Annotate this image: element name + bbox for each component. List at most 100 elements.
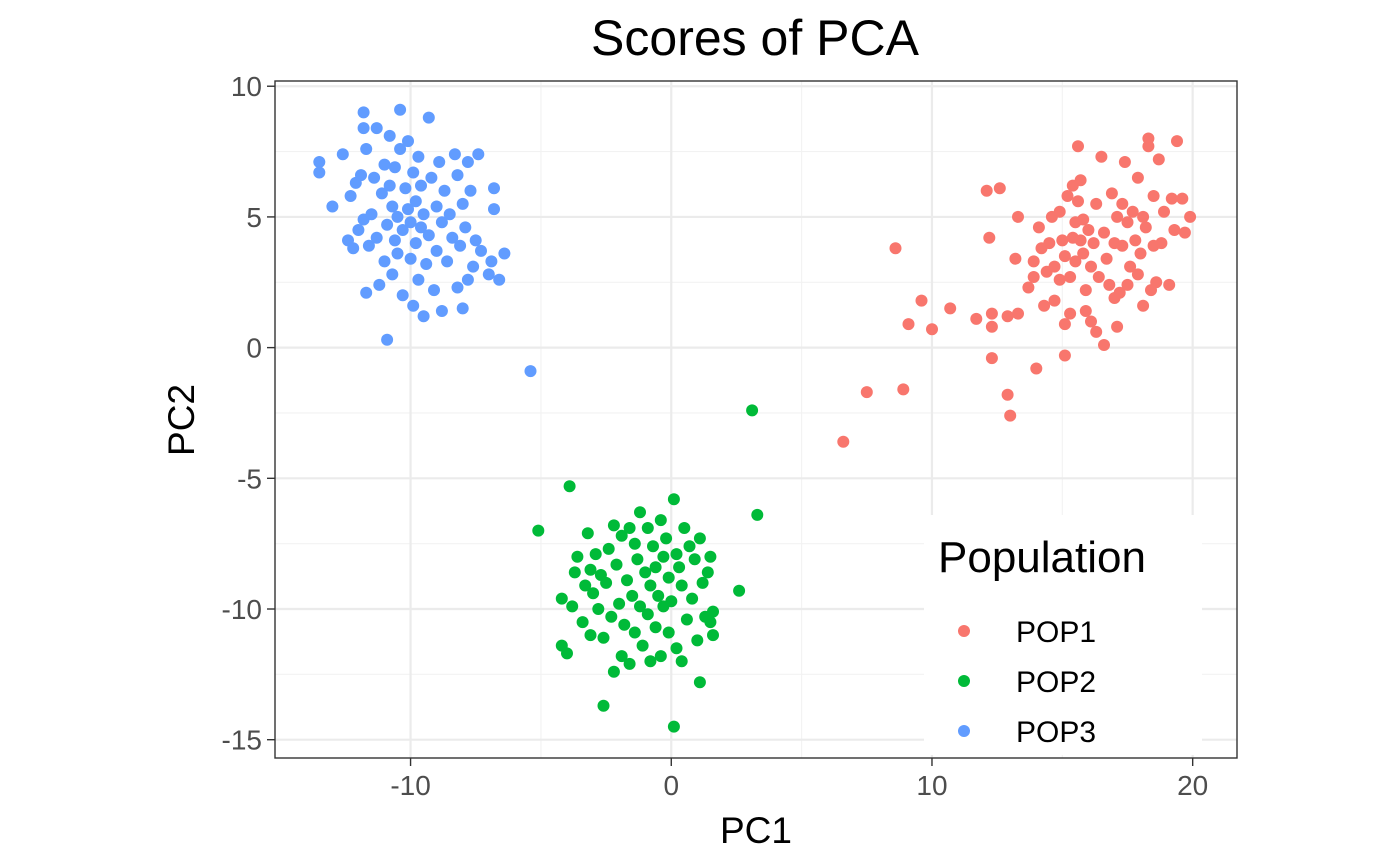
data-point-pop1 [1134,247,1147,260]
data-point-pop1 [1184,210,1197,223]
data-point-pop3 [433,156,446,168]
data-point-pop1 [1163,278,1176,291]
data-point-pop1 [1168,224,1181,236]
data-point-pop3 [412,273,425,286]
data-point-pop1 [970,312,983,325]
data-point-pop2 [704,616,717,629]
data-point-pop3 [336,148,349,161]
data-point-pop3 [446,231,459,244]
data-point-pop3 [313,166,326,179]
data-point-pop1 [1061,190,1074,202]
data-point-pop3 [415,179,427,192]
data-point-pop2 [587,587,600,600]
data-point-pop2 [584,563,597,576]
data-point-pop3 [454,239,467,252]
data-point-pop3 [388,234,401,247]
data-point-pop3 [409,237,422,250]
legend-label-pop1: POP1 [1016,616,1096,649]
data-point-pop3 [373,278,386,291]
data-point-pop1 [889,242,902,255]
x-tick-label: -10 [390,770,430,801]
data-point-pop2 [675,655,688,668]
data-point-pop3 [402,203,414,216]
data-point-pop3 [383,129,396,142]
data-point-pop2 [693,532,706,545]
data-point-pop2 [670,642,683,655]
data-point-pop1 [1030,362,1043,375]
data-point-pop3 [441,255,454,268]
data-point-pop3 [451,169,464,182]
data-point-pop3 [355,169,367,182]
data-point-pop3 [378,158,391,171]
data-point-pop3 [360,143,373,155]
data-point-pop3 [422,111,435,124]
data-point-pop3 [448,148,461,161]
data-point-pop3 [407,166,420,179]
data-point-pop1 [1064,307,1077,320]
data-point-pop3 [488,182,500,195]
data-point-pop1 [1142,132,1155,145]
data-point-pop1 [1131,268,1144,281]
data-point-pop1 [1131,171,1144,184]
data-point-pop2 [691,634,704,647]
data-point-pop1 [980,184,993,197]
data-point-pop1 [1001,388,1014,401]
data-point-pop3 [347,242,360,255]
data-point-pop3 [357,106,370,119]
data-point-pop2 [678,522,691,534]
data-point-pop3 [399,182,412,195]
data-point-pop2 [649,621,662,634]
data-point-pop1 [1077,213,1090,226]
data-point-pop2 [693,676,706,689]
data-point-pop3 [378,255,391,268]
data-point-pop1 [1150,276,1163,289]
data-point-pop1 [1171,135,1183,148]
data-point-pop1 [1098,339,1110,351]
data-point-pop3 [524,365,537,378]
data-point-pop1 [1053,205,1066,218]
data-point-pop1 [1147,190,1160,202]
data-point-pop3 [383,179,396,192]
data-point-pop3 [365,208,378,221]
data-point-pop1 [926,323,938,336]
data-point-pop1 [985,352,998,365]
data-point-pop1 [1058,318,1071,331]
data-point-pop1 [1116,239,1129,252]
data-point-pop2 [571,550,584,563]
data-point-pop2 [623,522,636,534]
data-point-pop3 [498,247,511,260]
data-point-pop3 [430,244,443,257]
data-point-pop3 [456,302,469,315]
data-point-pop2 [597,631,610,644]
data-point-pop2 [733,584,746,597]
data-point-pop3 [375,187,388,200]
data-point-pop2 [701,566,714,579]
data-point-pop3 [422,229,435,242]
data-point-pop1 [1056,234,1069,247]
data-point-pop1 [1113,286,1126,299]
data-point-pop2 [568,566,581,579]
data-point-pop2 [696,576,709,589]
data-point-pop2 [613,597,626,610]
data-point-pop1 [1048,294,1061,307]
data-point-pop3 [344,190,357,202]
data-point-pop3 [313,156,326,168]
data-point-pop2 [639,566,652,579]
data-point-pop1 [1032,221,1045,234]
data-point-pop2 [592,603,605,615]
data-point-pop2 [602,542,615,555]
data-point-pop2 [584,629,597,642]
data-point-pop3 [451,281,464,294]
data-point-pop3 [394,103,407,116]
data-point-pop2 [610,558,623,571]
data-point-pop2 [636,639,649,652]
data-point-pop2 [707,605,719,618]
y-tick-label: -5 [237,463,262,494]
data-point-pop2 [688,553,701,566]
data-point-pop2 [746,404,759,417]
data-point-pop2 [665,595,678,608]
data-point-pop3 [461,156,474,168]
data-point-pop2 [615,650,628,663]
y-tick-label: 0 [246,333,262,364]
data-point-pop2 [704,550,717,563]
